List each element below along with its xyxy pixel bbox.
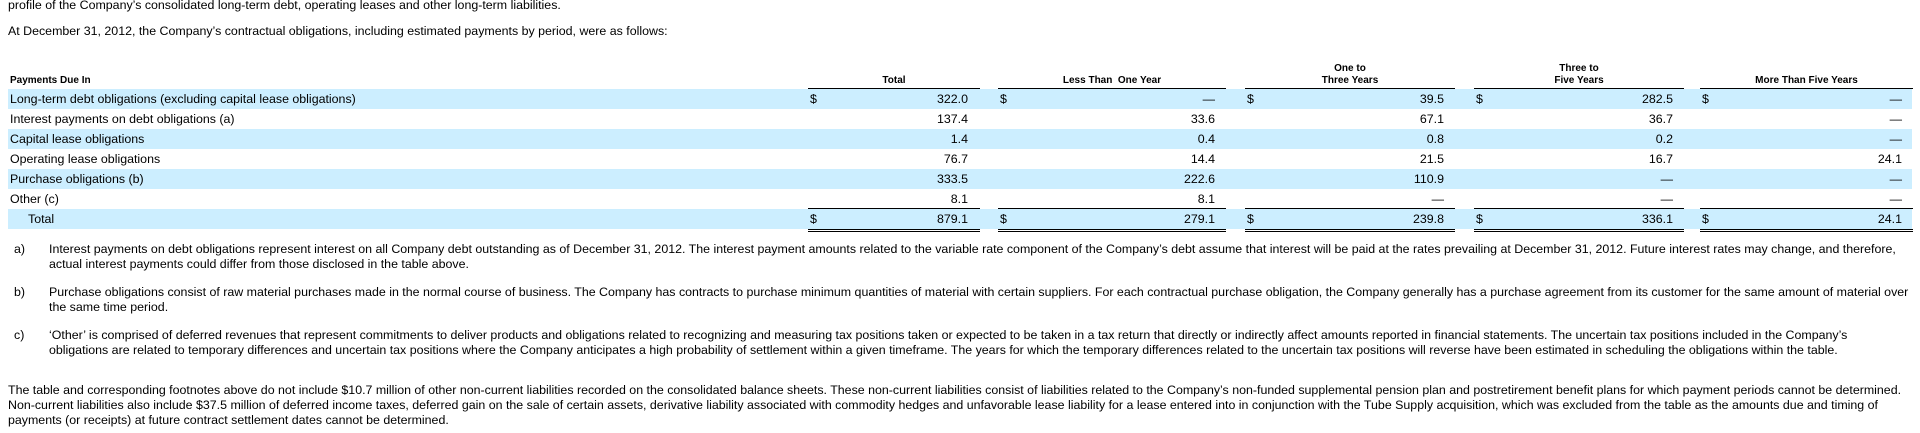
header-rule-one-three — [1245, 88, 1455, 89]
closing-paragraph: The table and corresponding footnotes ab… — [8, 383, 1902, 427]
cell-three-five: 36.7 — [1648, 112, 1673, 126]
table-row: Other (c) 8.1 8.1 — — — — [8, 189, 1912, 209]
header-three-to-five-line1: Three to — [1559, 63, 1599, 74]
cell-one-three: 67.1 — [1419, 112, 1444, 126]
cell-gt5: — — [1889, 172, 1902, 186]
header-one-to-three-line1: One to — [1334, 63, 1366, 74]
total-top-rule — [1700, 208, 1913, 209]
header-one-to-three-years: One to Three Years — [1245, 63, 1455, 87]
footnote-label: c) — [14, 328, 25, 342]
row-label: Other (c) — [10, 192, 59, 206]
total-top-rule — [998, 208, 1226, 209]
cell-lt1: 0.4 — [1197, 132, 1215, 146]
cell-total: 1.4 — [950, 132, 968, 146]
cell-three-five: — — [1660, 172, 1673, 186]
total-double-rule — [998, 229, 1226, 232]
cell-three-five: 16.7 — [1648, 152, 1673, 166]
header-three-to-five-line2: Five Years — [1554, 75, 1604, 86]
cell-gt5: — — [1889, 132, 1902, 146]
cell-total: 137.4 — [936, 112, 968, 126]
cell-three-five: 0.2 — [1655, 132, 1673, 146]
footnote-label: b) — [14, 285, 26, 299]
cell-one-three: 39.5 — [1419, 92, 1444, 106]
intro-lead: At December 31, 2012, the Company’s cont… — [8, 24, 668, 38]
row-label: Long-term debt obligations (excluding ca… — [10, 92, 356, 106]
total-double-rule — [1245, 229, 1455, 232]
header-rule-lt1 — [998, 88, 1226, 89]
cell-one-three: 0.8 — [1426, 132, 1444, 146]
cell-lt1: 222.6 — [1183, 172, 1215, 186]
footnote-label: a) — [14, 242, 26, 256]
cell-three-five: 336.1 — [1641, 212, 1673, 226]
table-row: Operating lease obligations 76.7 14.4 21… — [8, 149, 1912, 169]
cell-gt5: 24.1 — [1877, 152, 1902, 166]
currency-sign: $ — [1702, 212, 1709, 226]
header-rule-gt5 — [1700, 88, 1913, 89]
row-label: Operating lease obligations — [10, 152, 161, 166]
footnote-text: Interest payments on debt obligations re… — [49, 242, 1896, 271]
cell-gt5: — — [1889, 112, 1902, 126]
cell-three-five: 282.5 — [1641, 92, 1673, 106]
currency-sign: $ — [810, 92, 817, 106]
header-payments-due-in: Payments Due In — [10, 75, 91, 86]
table-row: Capital lease obligations 1.4 0.4 0.8 0.… — [8, 129, 1912, 149]
total-row-label: Total — [28, 212, 55, 226]
cell-total: 76.7 — [943, 152, 968, 166]
cell-lt1: — — [1202, 92, 1215, 106]
header-less-than-one-year: Less Than One Year — [1062, 75, 1162, 86]
total-double-rule — [1700, 229, 1913, 232]
header-three-to-five-years: Three to Five Years — [1474, 63, 1684, 87]
currency-sign: $ — [1247, 212, 1254, 226]
cell-total: 8.1 — [950, 192, 968, 206]
currency-sign: $ — [1000, 212, 1007, 226]
total-top-rule — [1245, 208, 1455, 209]
footnote-text: Purchase obligations consist of raw mate… — [49, 285, 1909, 314]
currency-sign: $ — [1476, 212, 1483, 226]
intro-partial-line: profile of the Company’s consolidated lo… — [8, 0, 561, 12]
cell-three-five: — — [1660, 192, 1673, 206]
currency-sign: $ — [1000, 92, 1007, 106]
cell-one-three: — — [1431, 192, 1444, 206]
cell-lt1: 33.6 — [1190, 112, 1215, 126]
table-row: Purchase obligations (b) 333.5 222.6 110… — [8, 169, 1912, 189]
cell-gt5: — — [1889, 192, 1902, 206]
row-label: Capital lease obligations — [10, 132, 145, 146]
cell-gt5: 24.1 — [1877, 212, 1902, 226]
header-total: Total — [882, 75, 906, 86]
cell-one-three: 239.8 — [1412, 212, 1444, 226]
table-total-row: Total $ 879.1 $ 279.1 $ 239.8 $ 336.1 $ … — [8, 209, 1912, 229]
cell-one-three: 110.9 — [1413, 172, 1444, 186]
total-double-rule — [808, 229, 980, 232]
cell-total: 333.5 — [936, 172, 968, 186]
cell-one-three: 21.5 — [1419, 152, 1444, 166]
table-row: Interest payments on debt obligations (a… — [8, 109, 1912, 129]
total-double-rule — [1474, 229, 1684, 232]
header-rule-total — [808, 88, 980, 89]
row-label: Interest payments on debt obligations (a… — [10, 112, 235, 126]
header-rule-three-five — [1474, 88, 1684, 89]
currency-sign: $ — [1476, 92, 1483, 106]
currency-sign: $ — [1247, 92, 1254, 106]
currency-sign: $ — [810, 212, 817, 226]
header-one-to-three-line2: Three Years — [1321, 75, 1379, 86]
cell-lt1: 279.1 — [1183, 212, 1215, 226]
row-label: Purchase obligations (b) — [10, 172, 144, 186]
header-more-than-five-years: More Than Five Years — [1755, 75, 1858, 86]
table-row: Long-term debt obligations (excluding ca… — [8, 89, 1912, 109]
cell-gt5: — — [1889, 92, 1902, 106]
cell-lt1: 14.4 — [1190, 152, 1215, 166]
cell-lt1: 8.1 — [1197, 192, 1215, 206]
cell-total: 879.1 — [936, 212, 968, 226]
total-top-rule — [808, 208, 980, 209]
cell-total: 322.0 — [936, 92, 968, 106]
total-top-rule — [1474, 208, 1684, 209]
footnote-text: ‘Other’ is comprised of deferred revenue… — [49, 328, 1848, 357]
currency-sign: $ — [1702, 92, 1709, 106]
